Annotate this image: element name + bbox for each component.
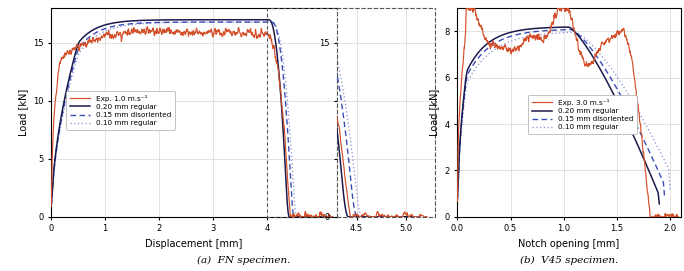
Text: (b)  V45 specimen.: (b) V45 specimen. — [520, 256, 618, 265]
Legend: Exp. 3.0 m.s⁻¹, 0.20 mm regular, 0.15 mm disoriented, 0.10 mm regular: Exp. 3.0 m.s⁻¹, 0.20 mm regular, 0.15 mm… — [528, 95, 637, 134]
Legend: Exp. 1.0 m.s⁻¹, 0.20 mm regular, 0.15 mm disoriented, 0.10 mm regular: Exp. 1.0 m.s⁻¹, 0.20 mm regular, 0.15 mm… — [66, 91, 175, 130]
Y-axis label: Load [kN]: Load [kN] — [18, 89, 27, 136]
Text: (a)  FN specimen.: (a) FN specimen. — [196, 256, 290, 265]
Y-axis label: Load [kN]: Load [kN] — [429, 89, 439, 136]
X-axis label: Displacement [mm]: Displacement [mm] — [146, 239, 243, 249]
X-axis label: Notch opening [mm]: Notch opening [mm] — [518, 239, 620, 249]
